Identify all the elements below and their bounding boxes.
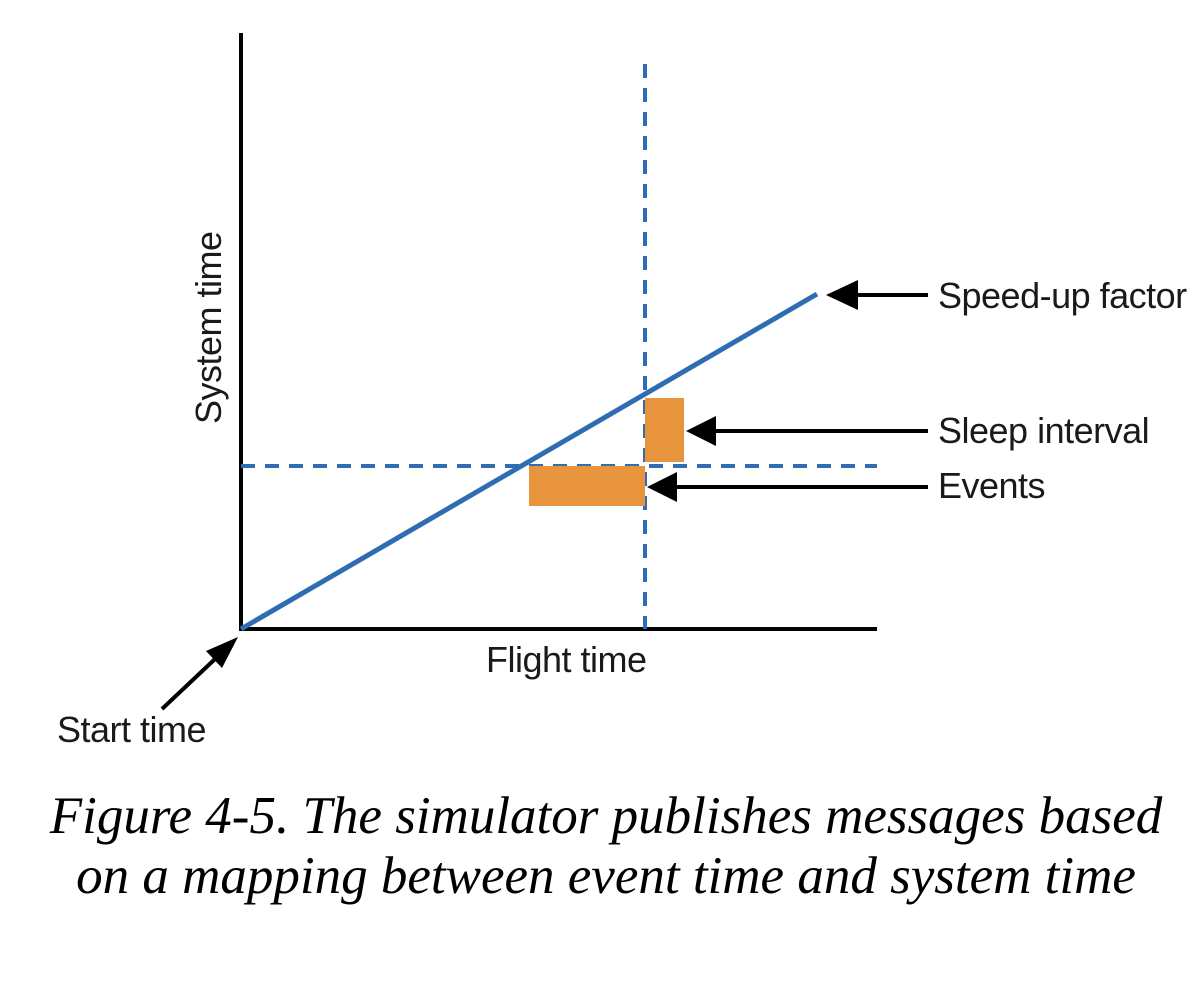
events-arrow (647, 472, 928, 502)
events-bar (529, 466, 645, 506)
caption-text: The simulator publishes messages based o… (76, 787, 1163, 905)
sleep-interval-label: Sleep interval (938, 410, 1149, 451)
speedup-line (239, 291, 819, 632)
x-axis-label: Flight time (486, 639, 647, 680)
figure-number: Figure 4-5. (49, 787, 290, 845)
events-label: Events (938, 465, 1045, 506)
start-time-label: Start time (57, 709, 206, 750)
speedup-factor-label: Speed-up factor (938, 275, 1187, 316)
sleep-interval-bar (645, 398, 684, 462)
sleep-interval-arrow (686, 416, 928, 446)
y-axis-label: System time (188, 231, 229, 424)
figure-caption: Figure 4-5. The simulator publishes mess… (40, 786, 1172, 906)
speedup-arrow (826, 280, 928, 310)
start-time-arrow (160, 637, 238, 711)
